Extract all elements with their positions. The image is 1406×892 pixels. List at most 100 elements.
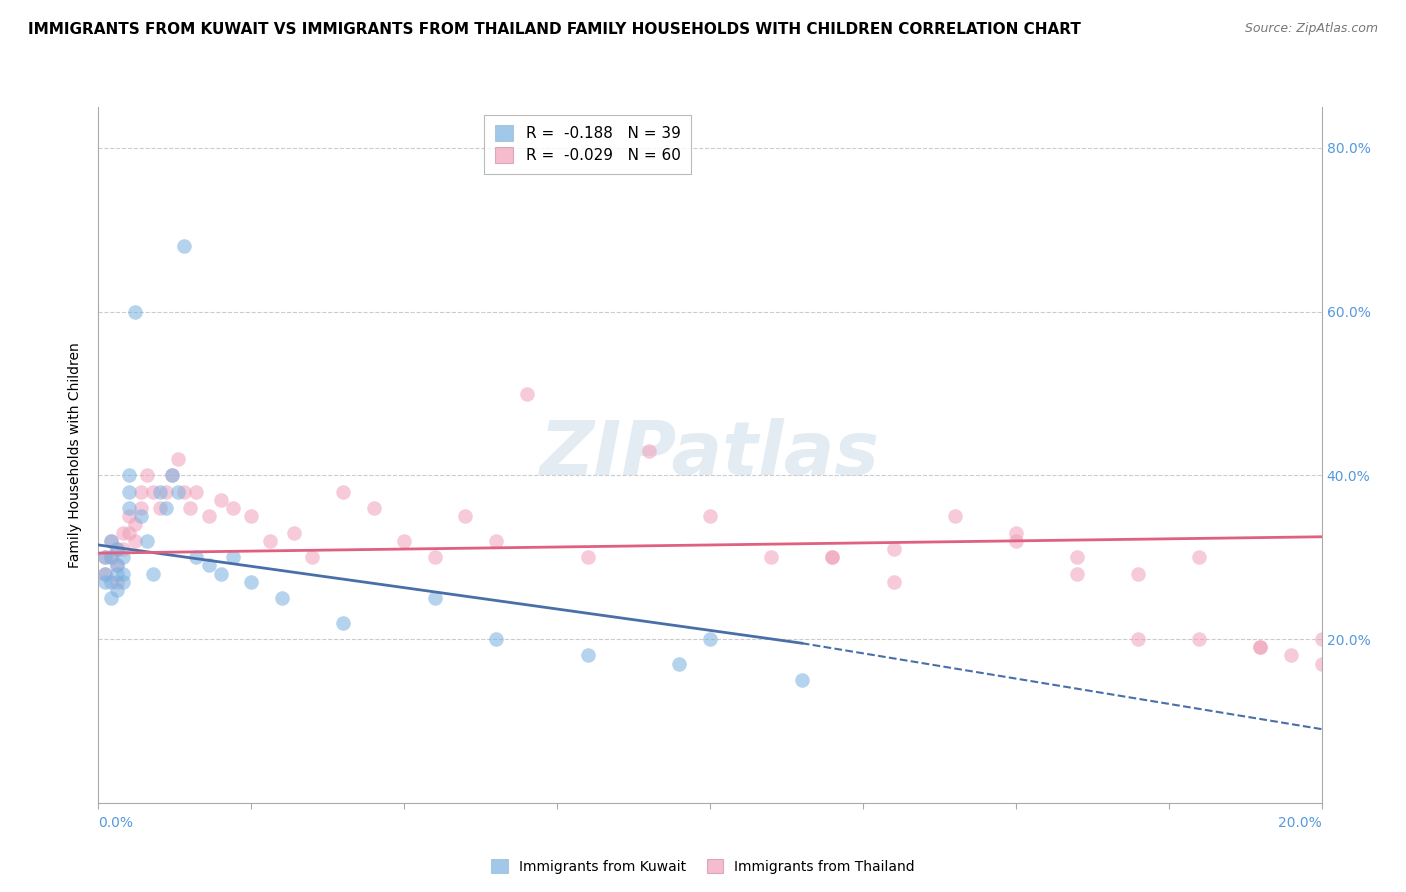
Point [1310,657,1333,671]
Point [485,533,508,548]
Point [283,525,305,540]
Point [222,550,245,565]
Point [1004,525,1026,540]
Point [111,525,134,540]
Point [105,574,128,589]
Point [1188,632,1211,646]
Point [100,550,122,565]
Point [821,550,844,565]
Point [111,542,134,557]
Point [301,550,323,565]
Point [209,566,232,581]
Text: 20.0%: 20.0% [1278,816,1322,830]
Point [363,501,385,516]
Point [118,501,141,516]
Point [118,525,141,540]
Y-axis label: Family Households with Children: Family Households with Children [69,342,83,568]
Point [516,386,538,401]
Point [124,304,146,318]
Point [270,591,292,606]
Point [699,509,721,524]
Legend: Immigrants from Kuwait, Immigrants from Thailand: Immigrants from Kuwait, Immigrants from … [484,852,922,880]
Point [1066,550,1088,565]
Point [173,239,195,253]
Point [1310,632,1333,646]
Point [454,509,477,524]
Point [576,550,599,565]
Point [1128,566,1150,581]
Point [155,484,177,499]
Point [105,542,128,557]
Point [1279,648,1302,663]
Point [485,632,508,646]
Point [186,484,208,499]
Point [1066,566,1088,581]
Point [93,566,115,581]
Point [129,484,152,499]
Legend: R =  -0.188   N = 39, R =  -0.029   N = 60: R = -0.188 N = 39, R = -0.029 N = 60 [484,115,692,174]
Point [111,574,134,589]
Point [118,468,141,483]
Point [100,591,122,606]
Point [160,468,183,483]
Point [222,501,245,516]
Text: ZIPatlas: ZIPatlas [540,418,880,491]
Point [637,443,661,458]
Point [1004,533,1026,548]
Point [332,615,354,630]
Point [149,501,172,516]
Point [100,533,122,548]
Point [759,550,782,565]
Point [240,574,263,589]
Point [100,550,122,565]
Point [111,550,134,565]
Point [93,550,115,565]
Point [100,533,122,548]
Point [124,517,146,532]
Point [111,566,134,581]
Point [943,509,966,524]
Point [160,468,183,483]
Point [332,484,354,499]
Text: 0.0%: 0.0% [98,816,134,830]
Point [699,632,721,646]
Point [129,501,152,516]
Point [821,550,844,565]
Point [118,509,141,524]
Point [790,673,813,687]
Point [105,558,128,573]
Point [136,533,159,548]
Point [173,484,195,499]
Point [129,509,152,524]
Point [423,550,446,565]
Point [105,582,128,597]
Point [179,501,201,516]
Point [209,492,232,507]
Point [167,484,190,499]
Point [149,484,172,499]
Point [1249,640,1271,655]
Point [186,550,208,565]
Point [1188,550,1211,565]
Point [668,657,690,671]
Point [105,542,128,557]
Point [197,558,219,573]
Point [1128,632,1150,646]
Point [155,501,177,516]
Point [136,468,159,483]
Point [167,452,190,467]
Point [105,558,128,573]
Text: Source: ZipAtlas.com: Source: ZipAtlas.com [1244,22,1378,36]
Point [259,533,281,548]
Point [93,550,115,565]
Point [100,574,122,589]
Point [392,533,416,548]
Point [93,566,115,581]
Point [1249,640,1271,655]
Point [423,591,446,606]
Point [883,574,905,589]
Point [118,484,141,499]
Point [240,509,263,524]
Point [883,542,905,557]
Point [142,566,165,581]
